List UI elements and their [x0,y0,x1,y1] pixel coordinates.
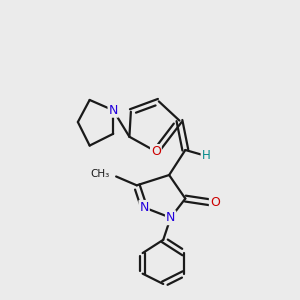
Text: CH₃: CH₃ [90,169,110,178]
Text: H: H [202,149,210,162]
Text: N: N [140,201,149,214]
Text: O: O [210,196,220,209]
Text: O: O [151,145,161,158]
Text: N: N [109,104,118,117]
Text: N: N [166,211,175,224]
